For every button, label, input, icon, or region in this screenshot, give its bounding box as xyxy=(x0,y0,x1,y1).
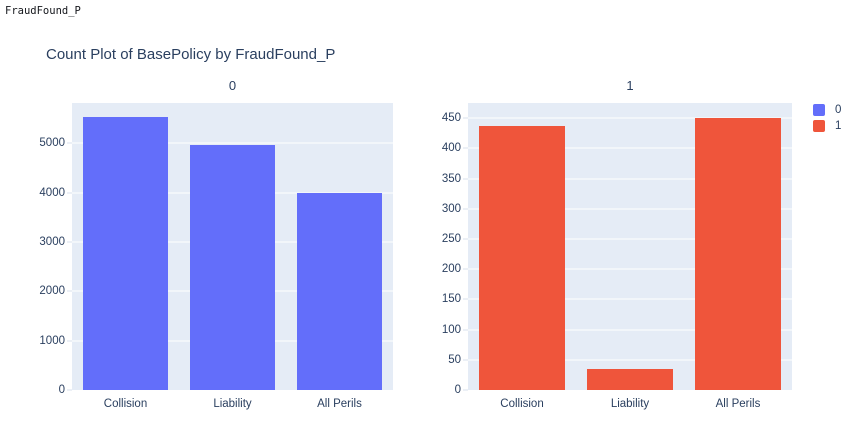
legend-swatch-icon xyxy=(813,120,825,132)
bar-1-liability[interactable] xyxy=(586,368,674,390)
y-tick-label: 250 xyxy=(441,232,461,245)
gridline xyxy=(468,298,792,300)
y-tick-mark xyxy=(463,147,468,149)
facet-panel-0: 0 0 1000 2000 3000 4000 5000 Collision Liabili… xyxy=(36,76,393,416)
gridline xyxy=(468,117,792,119)
legend-label: 1 xyxy=(835,120,842,132)
y-tick-mark xyxy=(463,117,468,119)
chart-title: Count Plot of BasePolicy by FraudFound_P xyxy=(46,46,336,63)
y-axis: 0 50 100 150 200 250 300 350 400 450 xyxy=(432,103,468,396)
y-axis: 0 1000 2000 3000 4000 5000 xyxy=(36,103,72,396)
y-tick-mark xyxy=(463,178,468,180)
gridline xyxy=(468,268,792,270)
y-tick-mark xyxy=(67,142,72,144)
y-tick-label: 0 xyxy=(454,384,461,396)
bar-1-all-perils[interactable] xyxy=(694,117,782,390)
y-tick-mark xyxy=(463,389,468,391)
x-axis: Collision Liability All Perils xyxy=(72,392,393,416)
x-tick-label: Collision xyxy=(500,398,544,410)
x-tick-label: All Perils xyxy=(317,398,362,410)
y-tick-label: 350 xyxy=(441,172,461,185)
bar-slot xyxy=(179,103,286,390)
bar-slot xyxy=(286,103,393,390)
facet-panel-1: 1 0 50 100 150 200 250 300 350 400 450 Collision L… xyxy=(432,76,792,416)
legend-item-0[interactable]: 0 xyxy=(813,104,841,116)
y-tick-label: 200 xyxy=(441,263,461,276)
gridline xyxy=(72,142,393,144)
facet-title: 1 xyxy=(626,78,634,93)
y-tick-mark xyxy=(463,329,468,331)
y-tick-mark xyxy=(67,290,72,292)
bar-slot xyxy=(72,103,179,390)
legend-swatch-icon xyxy=(813,104,825,116)
y-tick-label: 0 xyxy=(58,384,65,396)
y-tick-mark xyxy=(463,359,468,361)
y-tick-mark xyxy=(67,241,72,243)
bar-group xyxy=(72,103,393,390)
legend-item-1[interactable]: 1 xyxy=(813,120,841,132)
y-tick-mark xyxy=(463,208,468,210)
bar-0-liability[interactable] xyxy=(189,144,276,390)
gridline xyxy=(468,208,792,210)
x-axis: Collision Liability All Perils xyxy=(468,392,792,416)
bar-slot xyxy=(576,103,684,390)
gridline-layer xyxy=(468,103,792,390)
y-tick-label: 1000 xyxy=(39,334,65,347)
widget-label: FraudFound_P xyxy=(5,5,81,17)
y-tick-label: 50 xyxy=(448,353,461,366)
bar-0-collision[interactable] xyxy=(82,117,169,390)
y-tick-mark xyxy=(463,268,468,270)
bar-group xyxy=(468,103,792,390)
y-tick-mark xyxy=(463,238,468,240)
gridline xyxy=(468,329,792,331)
y-tick-label: 5000 xyxy=(39,137,65,150)
y-tick-label: 450 xyxy=(441,112,461,125)
gridline xyxy=(468,147,792,149)
bar-slot xyxy=(684,103,792,390)
x-tick-label: All Perils xyxy=(715,398,761,410)
y-tick-mark xyxy=(67,389,72,391)
x-tick-label: Collision xyxy=(103,398,148,410)
y-tick-label: 300 xyxy=(441,202,461,215)
y-tick-label: 150 xyxy=(441,293,461,306)
y-tick-label: 100 xyxy=(441,323,461,336)
y-tick-mark xyxy=(67,340,72,342)
bar-1-collision[interactable] xyxy=(478,125,566,390)
bar-slot xyxy=(468,103,576,390)
y-tick-label: 400 xyxy=(441,142,461,155)
bar-0-all-perils[interactable] xyxy=(296,192,383,390)
y-tick-mark xyxy=(463,298,468,300)
y-tick-label: 3000 xyxy=(39,235,65,248)
legend-label: 0 xyxy=(835,104,842,116)
y-tick-label: 2000 xyxy=(39,285,65,298)
gridline xyxy=(468,359,792,361)
plot-area xyxy=(72,103,393,390)
gridline xyxy=(468,238,792,240)
y-tick-label: 4000 xyxy=(39,186,65,199)
x-tick-label: Liability xyxy=(610,398,650,410)
facet-title: 0 xyxy=(228,78,237,93)
plot-area xyxy=(468,103,792,390)
y-tick-mark xyxy=(67,192,72,194)
gridline xyxy=(468,178,792,180)
x-tick-label: Liability xyxy=(213,398,252,410)
